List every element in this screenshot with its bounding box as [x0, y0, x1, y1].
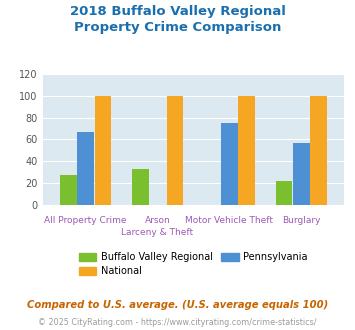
Bar: [166, 96, 183, 205]
Text: Arson: Arson: [145, 216, 170, 225]
Text: Larceny & Theft: Larceny & Theft: [121, 228, 193, 237]
Bar: [310, 96, 327, 205]
Bar: [132, 169, 149, 205]
Text: © 2025 CityRating.com - https://www.cityrating.com/crime-statistics/: © 2025 CityRating.com - https://www.city…: [38, 318, 317, 327]
Bar: [293, 143, 310, 205]
Bar: [238, 96, 255, 205]
Text: Compared to U.S. average. (U.S. average equals 100): Compared to U.S. average. (U.S. average …: [27, 300, 328, 310]
Text: 2018 Buffalo Valley Regional
Property Crime Comparison: 2018 Buffalo Valley Regional Property Cr…: [70, 5, 285, 34]
Bar: [95, 96, 111, 205]
Legend: Buffalo Valley Regional, National, Pennsylvania: Buffalo Valley Regional, National, Penns…: [75, 248, 312, 280]
Bar: [60, 175, 77, 205]
Bar: [221, 123, 237, 205]
Bar: [77, 132, 94, 205]
Text: All Property Crime: All Property Crime: [44, 216, 127, 225]
Text: Burglary: Burglary: [282, 216, 321, 225]
Text: Motor Vehicle Theft: Motor Vehicle Theft: [185, 216, 273, 225]
Bar: [276, 181, 292, 205]
